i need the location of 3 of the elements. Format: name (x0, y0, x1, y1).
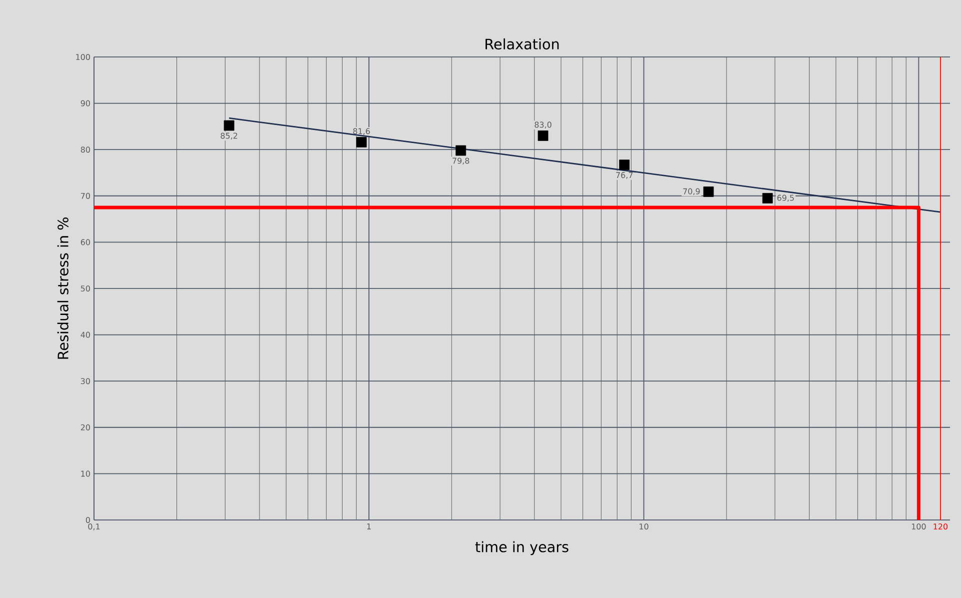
y-axis-title: Residual stress in % (57, 218, 68, 359)
chart-title: Relaxation (486, 38, 559, 50)
x-axis-title: time in years (475, 541, 568, 556)
